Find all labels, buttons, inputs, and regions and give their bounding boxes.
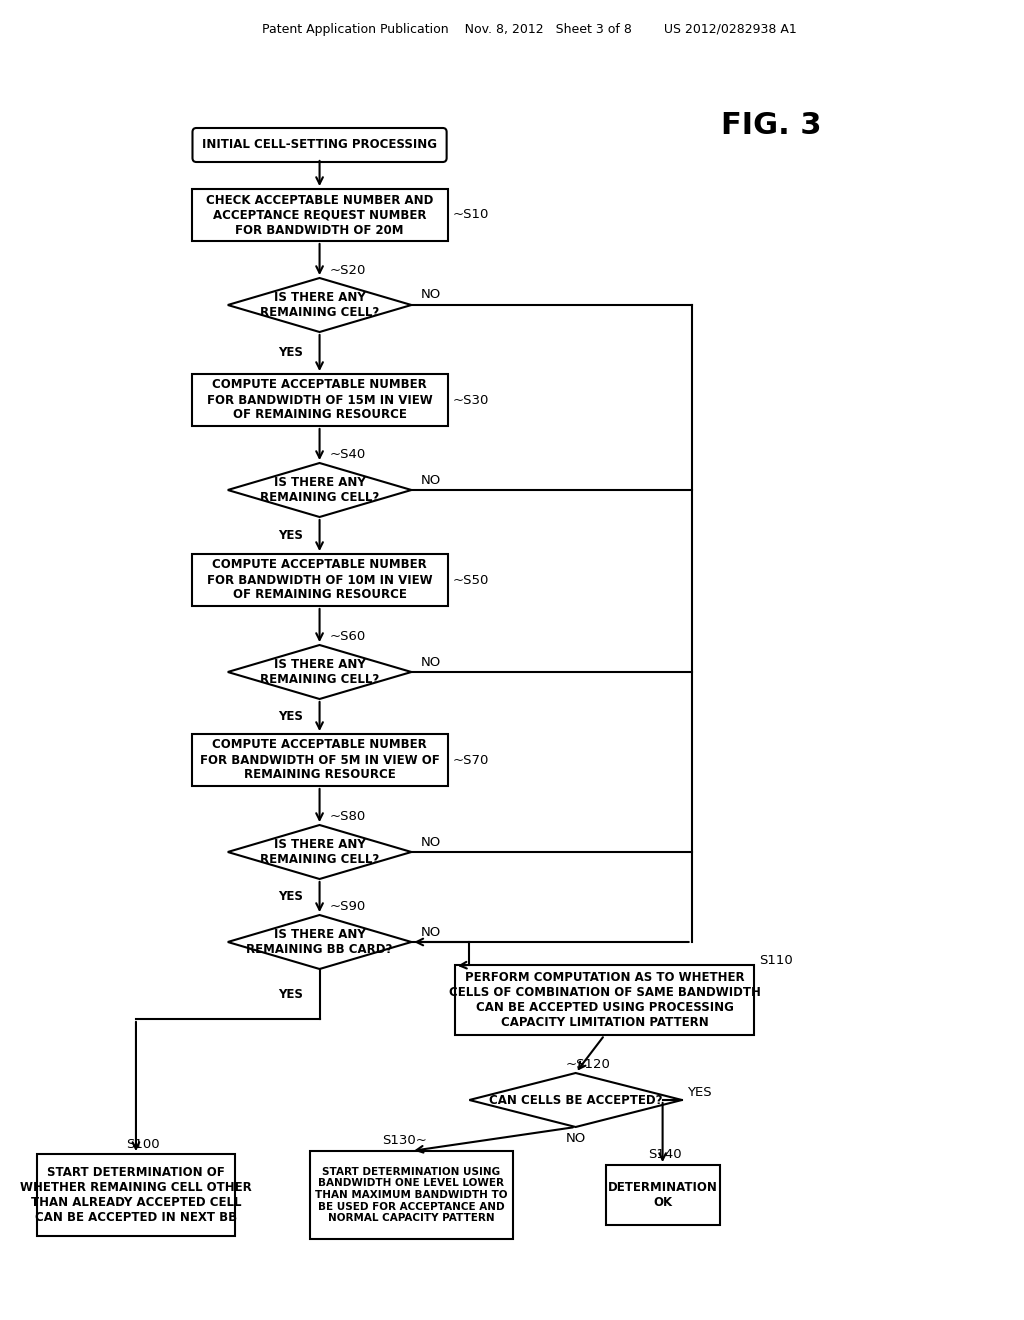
Bar xyxy=(191,554,447,606)
Text: YES: YES xyxy=(279,529,303,543)
Text: NO: NO xyxy=(421,836,441,849)
Text: ~S30: ~S30 xyxy=(453,393,488,407)
Text: ~S80: ~S80 xyxy=(330,810,366,824)
Polygon shape xyxy=(227,915,412,969)
Text: NO: NO xyxy=(566,1133,586,1146)
Text: START DETERMINATION OF
WHETHER REMAINING CELL OTHER
THAN ALREADY ACCEPTED CELL
C: START DETERMINATION OF WHETHER REMAINING… xyxy=(20,1166,252,1224)
Text: ~S120: ~S120 xyxy=(566,1059,611,1072)
Text: ~S50: ~S50 xyxy=(453,573,488,586)
Text: ~S40: ~S40 xyxy=(330,449,366,462)
Text: PERFORM COMPUTATION AS TO WHETHER
CELLS OF COMBINATION OF SAME BANDWIDTH
CAN BE : PERFORM COMPUTATION AS TO WHETHER CELLS … xyxy=(449,972,761,1030)
Bar xyxy=(37,1154,236,1236)
Text: IS THERE ANY
REMAINING CELL?: IS THERE ANY REMAINING CELL? xyxy=(260,838,379,866)
Polygon shape xyxy=(227,279,412,333)
Text: COMPUTE ACCEPTABLE NUMBER
FOR BANDWIDTH OF 10M IN VIEW
OF REMAINING RESOURCE: COMPUTE ACCEPTABLE NUMBER FOR BANDWIDTH … xyxy=(207,558,432,602)
Bar xyxy=(191,734,447,785)
Text: YES: YES xyxy=(279,987,303,1001)
Text: S130~: S130~ xyxy=(382,1134,427,1147)
Text: FIG. 3: FIG. 3 xyxy=(721,111,821,140)
Text: NO: NO xyxy=(421,656,441,668)
Text: IS THERE ANY
REMAINING CELL?: IS THERE ANY REMAINING CELL? xyxy=(260,657,379,686)
Polygon shape xyxy=(469,1073,682,1127)
Text: INITIAL CELL-SETTING PROCESSING: INITIAL CELL-SETTING PROCESSING xyxy=(202,139,437,152)
Text: IS THERE ANY
REMAINING CELL?: IS THERE ANY REMAINING CELL? xyxy=(260,290,379,319)
Bar xyxy=(191,374,447,426)
Text: ~S90: ~S90 xyxy=(330,900,366,913)
Text: YES: YES xyxy=(279,346,303,359)
Polygon shape xyxy=(227,645,412,700)
Text: CAN CELLS BE ACCEPTED?: CAN CELLS BE ACCEPTED? xyxy=(488,1093,663,1106)
Text: IS THERE ANY
REMAINING BB CARD?: IS THERE ANY REMAINING BB CARD? xyxy=(247,928,393,956)
Text: YES: YES xyxy=(687,1085,712,1098)
Text: COMPUTE ACCEPTABLE NUMBER
FOR BANDWIDTH OF 5M IN VIEW OF
REMAINING RESOURCE: COMPUTE ACCEPTABLE NUMBER FOR BANDWIDTH … xyxy=(200,738,439,781)
Text: ~S10: ~S10 xyxy=(453,209,488,222)
Text: S110: S110 xyxy=(759,953,793,966)
Text: Patent Application Publication    Nov. 8, 2012   Sheet 3 of 8        US 2012/028: Patent Application Publication Nov. 8, 2… xyxy=(262,24,797,37)
Text: IS THERE ANY
REMAINING CELL?: IS THERE ANY REMAINING CELL? xyxy=(260,477,379,504)
Bar xyxy=(310,1151,513,1239)
Text: CHECK ACCEPTABLE NUMBER AND
ACCEPTANCE REQUEST NUMBER
FOR BANDWIDTH OF 20M: CHECK ACCEPTABLE NUMBER AND ACCEPTANCE R… xyxy=(206,194,433,236)
Text: START DETERMINATION USING
BANDWIDTH ONE LEVEL LOWER
THAN MAXIMUM BANDWIDTH TO
BE: START DETERMINATION USING BANDWIDTH ONE … xyxy=(315,1167,508,1224)
Text: NO: NO xyxy=(421,289,441,301)
Text: YES: YES xyxy=(279,891,303,903)
Text: S140: S140 xyxy=(648,1148,682,1162)
Bar xyxy=(605,1166,720,1225)
FancyBboxPatch shape xyxy=(193,128,446,162)
Bar xyxy=(455,965,755,1035)
Bar xyxy=(191,189,447,242)
Text: NO: NO xyxy=(421,925,441,939)
Text: ~S70: ~S70 xyxy=(453,754,488,767)
Text: S100: S100 xyxy=(126,1138,160,1151)
Text: COMPUTE ACCEPTABLE NUMBER
FOR BANDWIDTH OF 15M IN VIEW
OF REMAINING RESOURCE: COMPUTE ACCEPTABLE NUMBER FOR BANDWIDTH … xyxy=(207,379,432,421)
Polygon shape xyxy=(227,825,412,879)
Text: ~S60: ~S60 xyxy=(330,631,366,644)
Text: YES: YES xyxy=(279,710,303,723)
Text: ~S20: ~S20 xyxy=(330,264,366,276)
Text: DETERMINATION
OK: DETERMINATION OK xyxy=(607,1181,718,1209)
Text: NO: NO xyxy=(421,474,441,487)
Polygon shape xyxy=(227,463,412,517)
